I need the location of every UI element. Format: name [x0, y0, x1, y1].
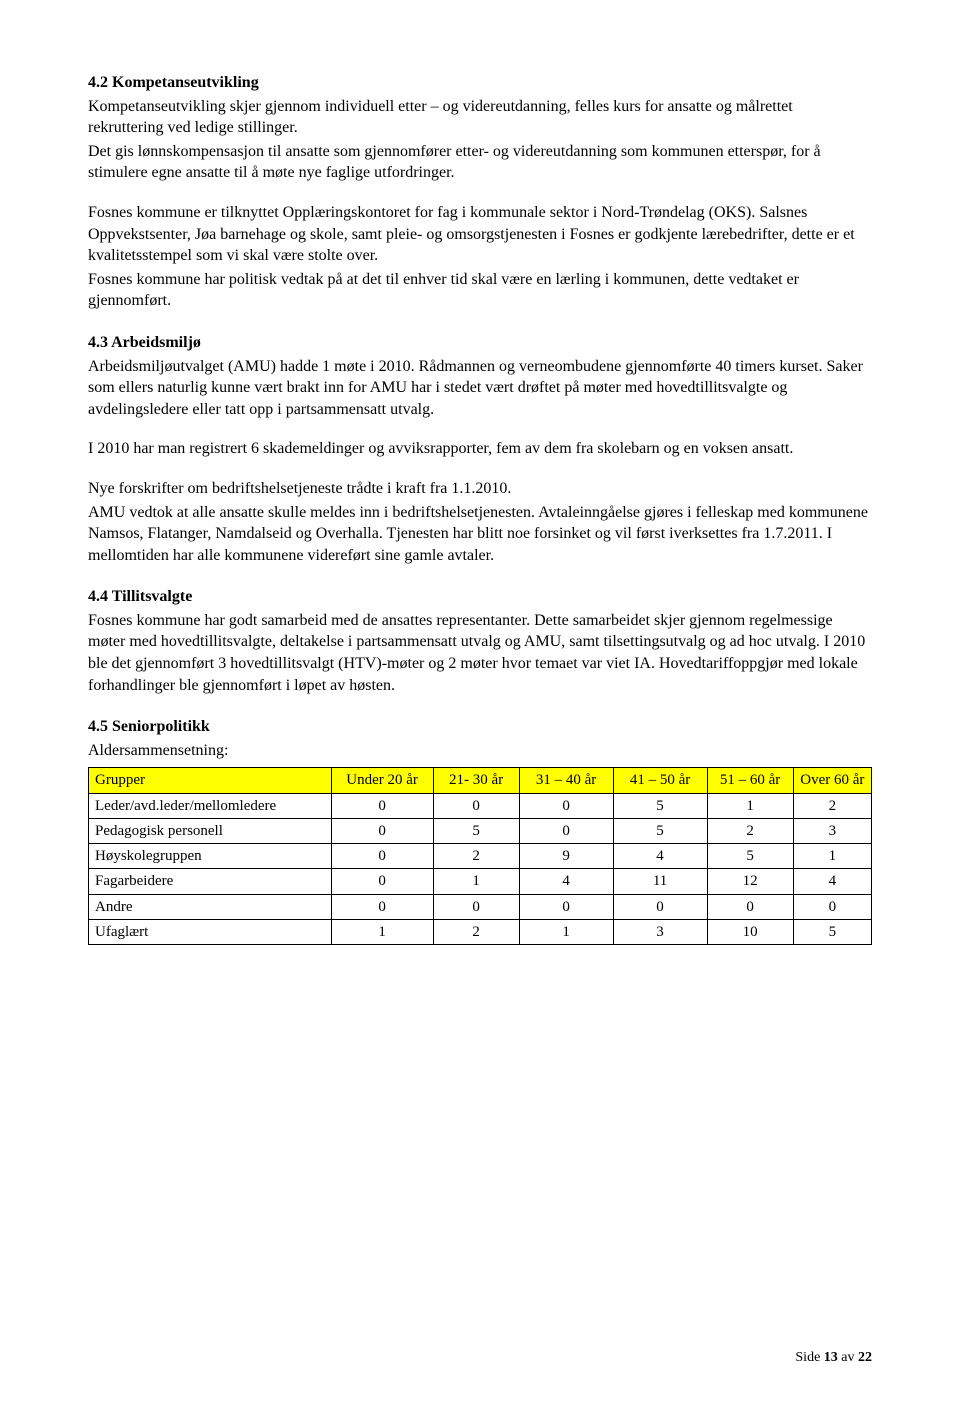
section-4-4: 4.4 Tillitsvalgte Fosnes kommune har god… [88, 586, 872, 696]
table-header-row: GrupperUnder 20 år21- 30 år31 – 40 år41 … [89, 768, 872, 793]
footer-total: 22 [858, 1350, 872, 1365]
table-cell: 1 [433, 869, 519, 894]
para-4-2-1: Kompetanseutvikling skjer gjennom indivi… [88, 96, 872, 139]
table-cell: 3 [793, 818, 871, 843]
age-composition-table: GrupperUnder 20 år21- 30 år31 – 40 år41 … [88, 767, 872, 945]
table-cell: 2 [433, 919, 519, 944]
table-cell: 5 [433, 818, 519, 843]
table-header-cell: 21- 30 år [433, 768, 519, 793]
table-cell: 4 [519, 869, 613, 894]
table-header-cell: 51 – 60 år [707, 768, 793, 793]
table-cell: 0 [331, 844, 433, 869]
table-cell: Fagarbeidere [89, 869, 332, 894]
table-header-cell: Over 60 år [793, 768, 871, 793]
para-4-2-4: Fosnes kommune har politisk vedtak på at… [88, 269, 872, 312]
table-cell: 0 [433, 894, 519, 919]
table-cell: 4 [793, 869, 871, 894]
table-body: Leder/avd.leder/mellomledere000512Pedago… [89, 793, 872, 945]
table-cell: Pedagogisk personell [89, 818, 332, 843]
section-4-2: 4.2 Kompetanseutvikling Kompetanseutvikl… [88, 72, 872, 312]
para-4-4-1: Fosnes kommune har godt samarbeid med de… [88, 610, 872, 696]
table-cell: Ufaglært [89, 919, 332, 944]
section-4-3: 4.3 Arbeidsmiljø Arbeidsmiljøutvalget (A… [88, 332, 872, 566]
table-cell: 0 [331, 869, 433, 894]
table-cell: 0 [519, 894, 613, 919]
table-header-cell: Grupper [89, 768, 332, 793]
table-header-cell: 41 – 50 år [613, 768, 707, 793]
heading-4-4: 4.4 Tillitsvalgte [88, 586, 872, 608]
heading-4-5: 4.5 Seniorpolitikk [88, 716, 872, 738]
footer-prefix: Side [795, 1350, 823, 1365]
heading-4-2: 4.2 Kompetanseutvikling [88, 72, 872, 94]
intro-4-5: Aldersammensetning: [88, 740, 872, 762]
para-4-2-2: Det gis lønnskompensasjon til ansatte so… [88, 141, 872, 184]
table-cell: 1 [793, 844, 871, 869]
table-row: Ufaglært1213105 [89, 919, 872, 944]
table-cell: 11 [613, 869, 707, 894]
table-row: Leder/avd.leder/mellomledere000512 [89, 793, 872, 818]
footer-page: 13 [824, 1350, 838, 1365]
table-cell: 3 [613, 919, 707, 944]
table-cell: 0 [793, 894, 871, 919]
table-row: Andre000000 [89, 894, 872, 919]
table-cell: 9 [519, 844, 613, 869]
table-cell: 0 [433, 793, 519, 818]
table-cell: 0 [331, 793, 433, 818]
para-4-3-3: Nye forskrifter om bedriftshelsetjeneste… [88, 478, 872, 500]
table-cell: 1 [519, 919, 613, 944]
table-cell: 1 [707, 793, 793, 818]
table-row: Høyskolegruppen029451 [89, 844, 872, 869]
table-cell: 4 [613, 844, 707, 869]
table-cell: 5 [613, 793, 707, 818]
table-cell: 1 [331, 919, 433, 944]
para-4-3-1: Arbeidsmiljøutvalget (AMU) hadde 1 møte … [88, 356, 872, 421]
table-cell: 5 [613, 818, 707, 843]
table-cell: 0 [707, 894, 793, 919]
table-cell: 5 [707, 844, 793, 869]
page-footer: Side 13 av 22 [795, 1349, 872, 1368]
table-cell: 2 [793, 793, 871, 818]
table-cell: Andre [89, 894, 332, 919]
para-4-3-2: I 2010 har man registrert 6 skademelding… [88, 438, 872, 460]
table-cell: Leder/avd.leder/mellomledere [89, 793, 332, 818]
table-cell: 12 [707, 869, 793, 894]
table-cell: 2 [433, 844, 519, 869]
para-4-3-4: AMU vedtok at alle ansatte skulle meldes… [88, 502, 872, 567]
footer-mid: av [838, 1350, 858, 1365]
table-row: Pedagogisk personell050523 [89, 818, 872, 843]
table-cell: 0 [613, 894, 707, 919]
table-cell: 10 [707, 919, 793, 944]
table-header-cell: 31 – 40 år [519, 768, 613, 793]
para-4-2-3: Fosnes kommune er tilknyttet Opplæringsk… [88, 202, 872, 267]
section-4-5: 4.5 Seniorpolitikk Aldersammensetning: G… [88, 716, 872, 945]
heading-4-3: 4.3 Arbeidsmiljø [88, 332, 872, 354]
table-cell: 0 [519, 793, 613, 818]
table-cell: 5 [793, 919, 871, 944]
table-cell: 2 [707, 818, 793, 843]
table-cell: 0 [519, 818, 613, 843]
table-header-cell: Under 20 år [331, 768, 433, 793]
table-cell: Høyskolegruppen [89, 844, 332, 869]
table-row: Fagarbeidere01411124 [89, 869, 872, 894]
table-cell: 0 [331, 894, 433, 919]
table-cell: 0 [331, 818, 433, 843]
